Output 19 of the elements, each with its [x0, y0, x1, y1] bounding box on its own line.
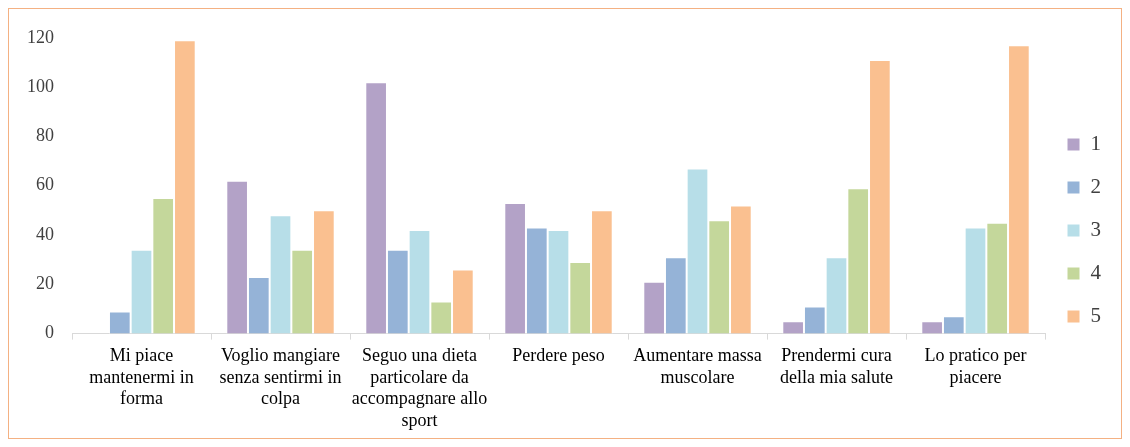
legend-label: 4 [1090, 260, 1102, 285]
legend-label: 5 [1090, 303, 1101, 328]
x-tick-label: Lo pratico per piacere [924, 345, 1027, 387]
x-tick-label: Perdere peso [512, 345, 605, 366]
x-tick-label: Voglio mangiare senza sentirmi in colpa [219, 345, 342, 409]
y-tick-label: 0 [45, 322, 54, 343]
x-tick-label: Prendermi cura della mia salute [780, 345, 893, 387]
y-tick-label: 20 [36, 273, 54, 294]
legend-label: 2 [1090, 174, 1101, 199]
legend-label: 3 [1090, 217, 1101, 242]
y-tick-label: 40 [36, 223, 54, 244]
y-tick-label: 80 [36, 125, 54, 146]
x-tick-label: Seguo una dieta particolare da accompagnare allo sport [351, 345, 488, 430]
x-tick-label: Aumentare massa muscolare [633, 345, 762, 387]
x-tick-label: Mi piace mantenermi in forma [89, 345, 194, 409]
legend-label: 1 [1090, 131, 1101, 156]
y-tick-label: 60 [36, 174, 54, 195]
y-tick-label: 120 [27, 26, 54, 47]
y-tick-label: 100 [27, 75, 54, 96]
